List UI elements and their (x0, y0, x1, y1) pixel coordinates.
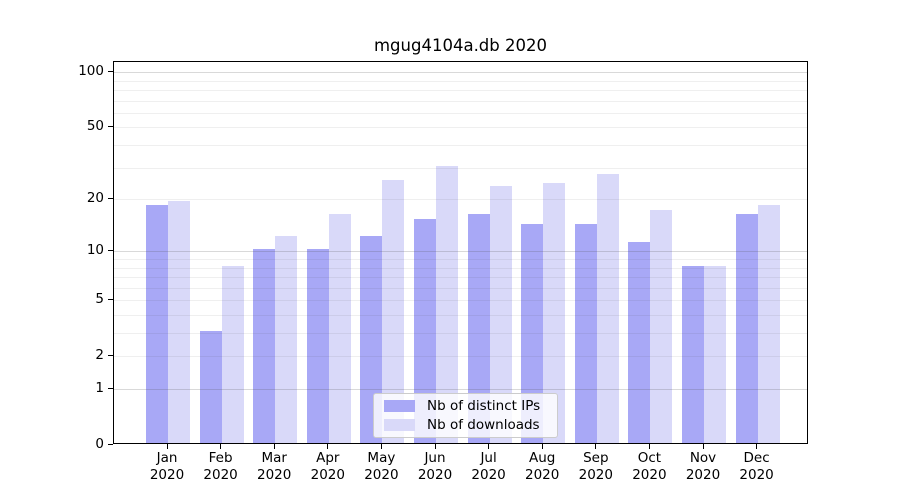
y-tick-label-100: 100 (78, 63, 104, 80)
gridline-50 (114, 127, 807, 129)
bar-distinct-ips-may (360, 235, 383, 443)
x-tick-mark-oct (648, 444, 650, 449)
x-tick-label-oct: Oct 2020 (632, 450, 667, 483)
x-tick-label-nov: Nov 2020 (685, 450, 721, 483)
gridline-8 (114, 267, 807, 269)
x-tick-mark-sep (595, 444, 597, 449)
bar-downloads-oct (650, 209, 673, 443)
legend-swatch-downloads (384, 419, 415, 432)
bar-distinct-ips-apr (306, 249, 329, 443)
x-tick-label-mar: Mar 2020 (257, 450, 292, 483)
legend-label-downloads: Nb of downloads (427, 417, 540, 434)
x-tick-label-apr: Apr 2020 (310, 450, 345, 483)
gridline-70 (114, 100, 807, 102)
bar-distinct-ips-mar (253, 249, 276, 443)
y-tick-mark-5 (108, 298, 113, 300)
y-tick-label-2: 2 (95, 347, 104, 364)
x-tick-label-dec: Dec 2020 (739, 450, 774, 483)
bar-distinct-ips-jun (414, 219, 436, 443)
x-tick-mark-nov (702, 444, 704, 449)
bar-distinct-ips-sep (574, 224, 597, 443)
x-tick-label-sep: Sep 2020 (578, 450, 613, 483)
x-tick-label-aug: Aug 2020 (525, 450, 560, 483)
y-tick-label-0: 0 (95, 436, 104, 452)
gridline-40 (114, 145, 807, 146)
gridline-4 (114, 315, 807, 316)
bar-distinct-ips-aug (521, 224, 544, 443)
bar-distinct-ips-oct (628, 242, 651, 443)
bar-downloads-mar (275, 235, 298, 443)
y-tick-mark-50 (108, 125, 113, 127)
bar-downloads-nov (704, 265, 726, 443)
gridline-7 (114, 277, 807, 278)
bar-distinct-ips-nov (682, 265, 704, 443)
gridline-3 (114, 333, 807, 334)
bar-downloads-jun (436, 165, 458, 443)
plot-area: Nb of distinct IPs Nb of downloads (113, 61, 808, 444)
x-tick-label-jul: Jul 2020 (471, 450, 506, 483)
x-tick-mark-jul (488, 444, 490, 449)
x-tick-mark-jun (434, 444, 436, 449)
y-tick-label-10: 10 (86, 242, 104, 259)
x-tick-label-jan: Jan 2020 (149, 450, 185, 483)
y-tick-mark-20 (108, 197, 113, 199)
gridline-60 (114, 112, 807, 114)
gridline-90 (114, 80, 807, 82)
gridline-9 (114, 259, 807, 260)
x-tick-mark-mar (273, 444, 275, 449)
bar-downloads-jul (489, 186, 512, 443)
bar-downloads-jan (168, 201, 190, 443)
gridline-100 (114, 72, 807, 74)
bar-distinct-ips-jan (146, 205, 168, 443)
gridline-5 (114, 300, 807, 302)
x-tick-mark-aug (541, 444, 543, 449)
legend: Nb of distinct IPs Nb of downloads (373, 393, 558, 438)
y-tick-label-20: 20 (86, 190, 104, 207)
legend-swatch-distinct-ips (384, 399, 415, 412)
x-tick-mark-may (380, 444, 382, 449)
bar-downloads-feb (221, 265, 244, 443)
gridline-30 (114, 167, 807, 169)
y-tick-label-5: 5 (95, 291, 104, 308)
legend-item-distinct-ips: Nb of distinct IPs (384, 398, 557, 414)
legend-item-downloads: Nb of downloads (384, 417, 557, 433)
bar-downloads-may (382, 179, 405, 443)
y-tick-mark-2 (108, 354, 113, 356)
x-tick-label-feb: Feb 2020 (203, 450, 238, 483)
gridline-20 (114, 199, 807, 201)
y-tick-label-50: 50 (86, 118, 104, 135)
bar-distinct-ips-feb (199, 331, 222, 443)
y-tick-mark-0 (108, 443, 113, 445)
x-tick-mark-apr (327, 444, 329, 449)
x-tick-mark-feb (220, 444, 222, 449)
bar-downloads-aug (543, 183, 566, 443)
bar-distinct-ips-jul (467, 214, 490, 443)
chart-title: mgug4104a.db 2020 (373, 36, 547, 55)
bar-distinct-ips-dec (735, 214, 758, 443)
bar-downloads-sep (596, 173, 619, 443)
y-tick-mark-10 (108, 249, 113, 251)
gridline-80 (114, 90, 807, 91)
gridline-10 (114, 251, 807, 253)
y-tick-mark-1 (108, 387, 113, 389)
gridline-1 (114, 389, 807, 390)
x-tick-mark-jan (166, 444, 168, 449)
x-tick-mark-dec (756, 444, 758, 449)
y-tick-label-1: 1 (95, 380, 104, 396)
x-tick-label-may: May 2020 (364, 450, 399, 483)
bar-downloads-apr (328, 214, 351, 443)
legend-label-distinct-ips: Nb of distinct IPs (427, 397, 541, 414)
bar-downloads-dec (757, 205, 780, 443)
x-tick-label-jun: Jun 2020 (417, 450, 453, 483)
y-tick-mark-100 (108, 70, 113, 72)
gridline-2 (114, 356, 807, 358)
gridline-6 (114, 287, 807, 289)
